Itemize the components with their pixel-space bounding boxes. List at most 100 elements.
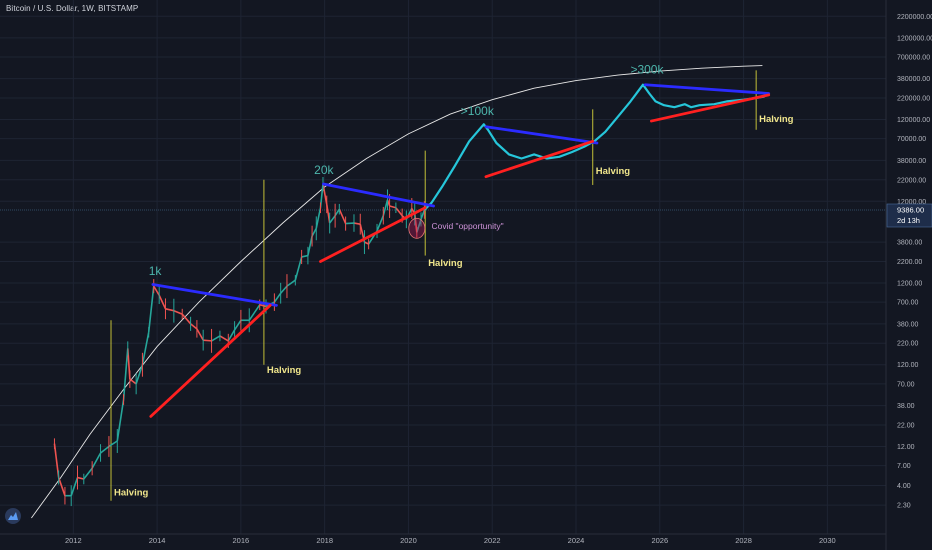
price-segment: [77, 476, 84, 480]
price-segment: [135, 364, 144, 385]
covid-marker: [408, 217, 426, 239]
y-tick-label: 380000.00: [897, 76, 930, 83]
y-tick-label: 2200000.00: [897, 14, 932, 21]
x-tick-label: 2028: [735, 536, 752, 545]
price-axis: [886, 0, 932, 550]
price-segment: [294, 256, 303, 281]
last-price-tag: [886, 203, 932, 228]
x-tick-label: 2016: [233, 536, 250, 545]
price-segment: [322, 183, 328, 205]
price-segment: [70, 477, 79, 496]
price-segment: [203, 339, 212, 342]
y-tick-label: 380.00: [897, 321, 919, 328]
x-tick-label: 2014: [149, 536, 166, 545]
price-segment: [329, 215, 336, 224]
y-tick-label: 2.30: [897, 503, 911, 510]
time-axis: [0, 534, 886, 550]
x-tick-label: 2012: [65, 536, 82, 545]
price-segment: [259, 304, 267, 308]
y-tick-label: 4.00: [897, 483, 911, 490]
y-tick-label: 700000.00: [897, 54, 930, 61]
y-tick-label: 220000.00: [897, 96, 930, 103]
price-segment: [301, 254, 309, 258]
y-tick-label: 2200.00: [897, 259, 922, 266]
price-segment: [158, 294, 167, 310]
price-segment: [233, 319, 242, 331]
annotations: 1k 20k >100k >300k Covid "opportunity" Halvin…: [114, 62, 794, 498]
peak-annotation: >100k: [461, 104, 495, 118]
support-line: [319, 206, 427, 263]
resistance-line: [643, 83, 771, 95]
y-tick-label: 70000.00: [897, 136, 926, 143]
price-segment: [395, 207, 403, 217]
price-segment: [53, 443, 60, 478]
growth-arc: [31, 65, 763, 519]
price-segment: [141, 332, 150, 365]
projection-series: [423, 83, 765, 211]
price-segment: [311, 227, 317, 237]
resistance-line: [322, 182, 435, 208]
resistance-line: [484, 125, 599, 145]
chart-title: Bitcoin / U.S. Dollar, 1W, BITSTAMP: [6, 4, 139, 13]
price-segment: [364, 241, 369, 245]
growth-arc-line: [31, 65, 763, 519]
covid-annotation: Covid "opportunity": [431, 221, 503, 231]
y-tick-label: 12000.00: [897, 199, 926, 206]
price-segment: [211, 335, 221, 342]
price-segment: [181, 313, 192, 325]
price-segment: [147, 286, 155, 333]
projection-line: [423, 83, 765, 211]
price-segment: [190, 323, 198, 330]
support-line: [149, 303, 272, 418]
price-segment: [227, 329, 236, 342]
price-segment: [129, 378, 137, 385]
resistance-line: [151, 283, 278, 307]
price-segment: [57, 477, 66, 496]
bar-countdown-label: 2d 13h: [897, 216, 920, 225]
last-price-label: 9386.00: [897, 206, 924, 215]
price-segment: [345, 222, 355, 225]
logo-icon: [8, 512, 18, 520]
x-tick-label: 2020: [400, 536, 417, 545]
y-tick-label: 1200.00: [897, 281, 922, 288]
y-tick-label: 7.00: [897, 463, 911, 470]
x-tick-label: 2026: [651, 536, 668, 545]
y-tick-label: 700.00: [897, 300, 919, 307]
y-tick-label: 38.00: [897, 403, 915, 410]
price-segment: [173, 309, 183, 315]
peak-annotation: >300k: [630, 62, 664, 76]
price-segment: [122, 348, 129, 400]
y-tick-label: 1200000.00: [897, 35, 932, 42]
price-segment: [353, 222, 361, 225]
y-tick-label: 38000.00: [897, 158, 926, 165]
halving-label: Halving: [267, 365, 302, 376]
price-segment: [91, 452, 102, 469]
price-segment: [307, 235, 313, 256]
halving-label: Halving: [428, 258, 463, 269]
price-segment: [248, 304, 261, 321]
peak-annotation: 1k: [149, 264, 163, 278]
price-segment: [116, 399, 125, 442]
price-segment: [108, 440, 118, 448]
price-segment: [286, 279, 296, 287]
price-segment: [376, 215, 385, 232]
price-segment: [219, 335, 229, 342]
support-line: [650, 93, 771, 123]
y-tick-label: 120000.00: [897, 117, 930, 124]
price-segment: [334, 208, 340, 217]
y-tick-label: 120.00: [897, 362, 919, 369]
price-segment: [280, 285, 288, 294]
price-segment: [196, 328, 204, 341]
price-segment: [416, 219, 422, 233]
support-line: [484, 139, 595, 179]
price-segment: [389, 205, 397, 209]
peak-annotation: 20k: [314, 163, 334, 177]
tradingview-logo-button[interactable]: [5, 508, 21, 524]
x-tick-label: 2030: [819, 536, 836, 545]
y-tick-label: 22.00: [897, 422, 915, 429]
halving-label: Halving: [759, 114, 794, 125]
price-segment: [83, 467, 93, 480]
y-tick-label: 70.00: [897, 381, 915, 388]
